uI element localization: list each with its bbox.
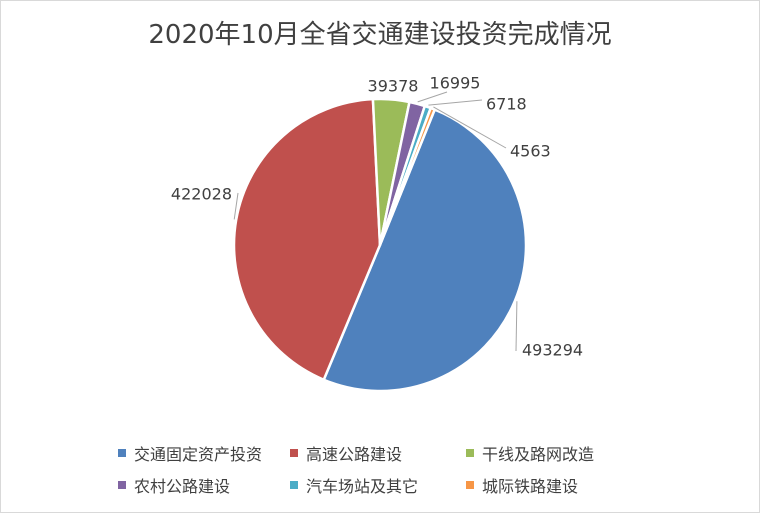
leader-line-intercity-rail — [433, 106, 507, 149]
pie-slice-expressway — [232, 97, 382, 381]
legend-swatch — [466, 449, 474, 457]
legend-label: 高速公路建设 — [306, 445, 403, 464]
pie-slices — [232, 97, 528, 393]
legend-swatch — [118, 481, 126, 489]
data-label-expressway: 422028 — [171, 185, 232, 204]
legend-label: 汽车场站及其它 — [306, 477, 419, 496]
pie-slice-transport-fixed-assets — [322, 108, 528, 393]
data-label-transport-fixed-assets: 493294 — [522, 341, 583, 360]
legend-item-intercity-rail: 城际铁路建设 — [466, 473, 656, 497]
data-label-bus-station: 6718 — [486, 95, 527, 114]
legend-item-trunk-road: 干线及路网改造 — [466, 441, 656, 465]
legend-label: 干线及路网改造 — [482, 445, 595, 464]
pie-slice-intercity-rail — [378, 106, 436, 247]
data-labels: 493294 422028 39378 16995 6718 4563 — [171, 74, 583, 360]
legend-item-transport-fixed-assets: 交通固定资产投资 — [118, 441, 290, 465]
data-label-intercity-rail: 4563 — [510, 142, 551, 161]
legend-item-bus-station: 汽车场站及其它 — [290, 473, 466, 497]
leader-lines — [233, 91, 518, 352]
legend-item-rural-road: 农村公路建设 — [118, 473, 290, 497]
legend-swatch — [466, 481, 474, 489]
legend-swatch — [118, 449, 126, 457]
leader-line-rural-road — [417, 91, 448, 103]
data-label-trunk-road: 39378 — [368, 77, 419, 96]
data-label-rural-road: 16995 — [430, 74, 481, 93]
leader-line-expressway — [233, 192, 239, 220]
leader-line-bus-station — [428, 99, 483, 106]
legend: 交通固定资产投资 高速公路建设 干线及路网改造 农村公路建设 汽车场站及其它 城… — [118, 441, 678, 497]
leader-line-transport-fixed-assets — [515, 301, 518, 352]
legend-swatch — [290, 449, 298, 457]
legend-label: 城际铁路建设 — [482, 477, 579, 496]
chart-title: 2020年10月全省交通建设投资完成情况 — [148, 20, 612, 50]
legend-swatch — [290, 481, 298, 489]
legend-label: 农村公路建设 — [134, 477, 231, 496]
legend-item-expressway: 高速公路建设 — [290, 441, 466, 465]
legend-label: 交通固定资产投资 — [134, 445, 263, 464]
